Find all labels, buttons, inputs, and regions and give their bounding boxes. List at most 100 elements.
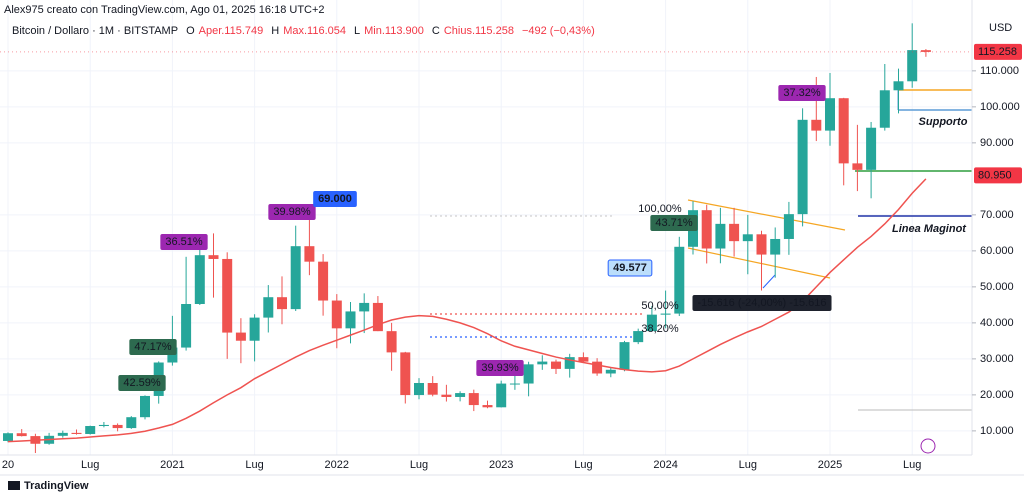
candle-body xyxy=(345,311,356,329)
x-tick-label: 20 xyxy=(2,459,14,471)
candle-body xyxy=(126,417,137,429)
candle-body xyxy=(866,127,877,170)
candle-body xyxy=(400,352,411,396)
candle-body xyxy=(427,382,438,395)
annotation: 43.71% xyxy=(655,217,693,229)
ohlc-value: Min.113.900 xyxy=(364,25,424,37)
candle-body xyxy=(112,424,123,429)
annotation: Linea Maginot xyxy=(892,223,967,235)
candle-body xyxy=(920,50,931,52)
candle-body xyxy=(605,369,616,374)
candle-body xyxy=(482,405,493,408)
candle-body xyxy=(578,357,589,362)
candle-body xyxy=(263,297,274,318)
annotation-box xyxy=(129,339,177,355)
annotation-box xyxy=(778,85,826,101)
x-tick-label: Lug xyxy=(245,459,263,471)
candle-body xyxy=(235,332,246,341)
candle-body xyxy=(715,223,726,249)
candle-body xyxy=(879,90,890,128)
candle-body xyxy=(797,119,808,215)
candle-body xyxy=(318,261,329,301)
ohlc-key: L xyxy=(354,25,360,37)
annotation: -15.616 (-24,00%) -15.616 xyxy=(697,297,826,309)
channel-line xyxy=(687,247,831,279)
candle-body xyxy=(523,364,534,384)
arrow xyxy=(762,274,776,289)
candle-body xyxy=(3,433,13,441)
candle-body xyxy=(441,394,452,397)
candle-body xyxy=(756,234,767,255)
candle-body xyxy=(455,393,466,397)
candle-body xyxy=(468,393,479,406)
y-tick-label: 90.000 xyxy=(980,137,1014,149)
candle-body xyxy=(71,432,82,434)
annotation: 69.000 xyxy=(318,193,352,205)
x-tick-label: Lug xyxy=(410,459,428,471)
candle-body xyxy=(277,297,287,310)
author-line: Alex975 creato con TradingView.com, Ago … xyxy=(4,4,325,16)
annotation: Supporto xyxy=(919,116,968,128)
candle-body xyxy=(619,342,630,370)
y-tick-label: 20.000 xyxy=(980,389,1014,401)
y-axis-label: USD xyxy=(989,22,1012,34)
x-tick-label: Lug xyxy=(574,459,592,471)
annotation: 39.98% xyxy=(273,206,311,218)
y-tick-label: 60.000 xyxy=(980,245,1014,257)
candle-body xyxy=(660,313,671,315)
ohlc-key: C xyxy=(432,25,440,37)
annotation: 47.17% xyxy=(134,341,172,353)
ohlc-value: Aper.115.749 xyxy=(199,25,264,37)
annotation: 42.59% xyxy=(123,377,161,389)
price-tag-label: 80.950 xyxy=(978,169,1012,181)
drawings xyxy=(430,89,972,411)
candle-body xyxy=(331,300,342,329)
brand: TradingView xyxy=(24,480,89,492)
brand-logo xyxy=(8,481,20,490)
y-tick-label: 70.000 xyxy=(980,209,1014,221)
candle-body xyxy=(167,347,178,363)
annotation-box xyxy=(692,295,832,311)
y-tick-label: 100.000 xyxy=(980,101,1020,113)
annotation: 49.577 xyxy=(613,262,647,274)
candle-body xyxy=(825,98,835,131)
candle-body xyxy=(646,314,657,332)
candle-body xyxy=(414,382,424,396)
annotation-box xyxy=(118,375,166,391)
candle-body xyxy=(386,331,397,353)
candle-body xyxy=(729,223,740,242)
candle-body xyxy=(222,258,233,333)
watermark-icon xyxy=(920,438,936,454)
change: −492 (−0,43%) xyxy=(522,25,595,37)
x-tick-label: 2025 xyxy=(818,459,842,471)
y-tick-label: 30.000 xyxy=(980,353,1014,365)
symbol-line: Bitcoin / Dollaro · 1M · BITSTAMP O Aper.1… xyxy=(12,25,595,37)
candle-body xyxy=(674,246,685,314)
y-tick-label: 40.000 xyxy=(980,317,1014,329)
candle-body xyxy=(770,238,781,255)
candle-body xyxy=(509,383,520,385)
candle-body xyxy=(496,383,507,408)
x-tick-label: Lug xyxy=(81,459,99,471)
price-tag xyxy=(974,43,1022,60)
candle-body xyxy=(537,361,548,365)
annotation: 39.93% xyxy=(481,362,519,374)
annotation-box xyxy=(650,215,698,231)
y-tick-label: 10.000 xyxy=(980,425,1014,437)
annotation: 36.51% xyxy=(165,236,203,248)
annotation-box xyxy=(268,204,316,220)
candle-body xyxy=(290,246,301,310)
annotation: 37.32% xyxy=(783,87,821,99)
ohlc-key: O xyxy=(186,25,195,37)
candle-body xyxy=(701,210,712,249)
ohlc-value: Max.116.054 xyxy=(283,25,346,37)
candle-body xyxy=(181,304,192,348)
candle-body xyxy=(633,331,644,343)
candle-body xyxy=(893,81,904,91)
candle-body xyxy=(98,424,109,427)
y-tick-label: 110.000 xyxy=(980,65,1019,77)
ohlc-key: H xyxy=(271,25,279,37)
channel-line xyxy=(687,199,846,231)
candle-body xyxy=(304,246,315,262)
